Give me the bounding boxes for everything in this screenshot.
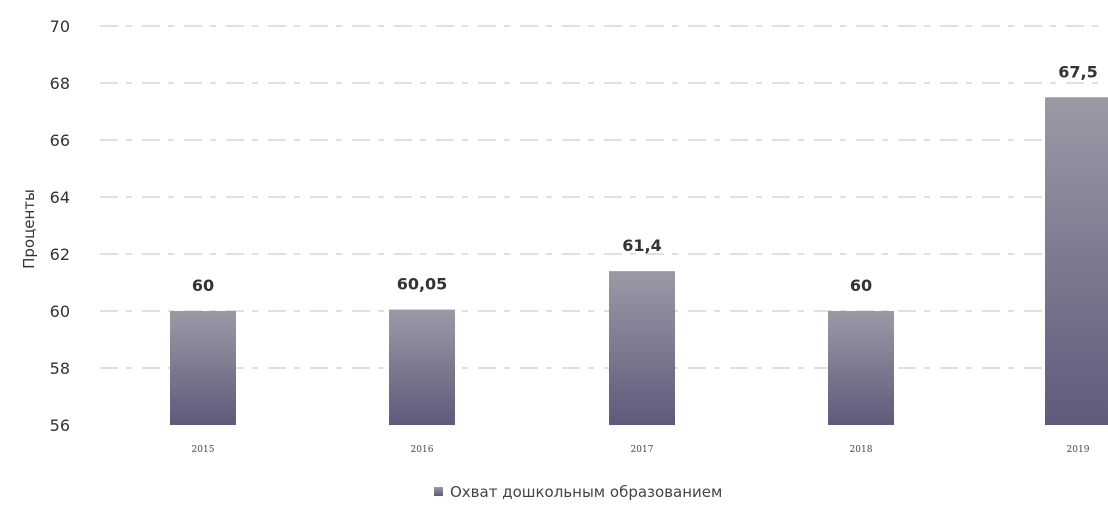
data-labels: 60 60,05 61,4 60 67,5 <box>192 62 1098 295</box>
data-label: 60 <box>850 276 872 295</box>
legend-label: Охват дошкольным образованием <box>450 483 722 501</box>
y-tick-label: 58 <box>50 359 70 378</box>
data-label: 60,05 <box>397 275 448 294</box>
legend: Охват дошкольным образованием <box>434 483 722 501</box>
y-axis-title: Проценты <box>20 189 38 269</box>
y-tick-label: 70 <box>50 17 70 36</box>
x-axis-ticks: 2015 2016 2017 2018 2019 <box>192 445 1090 455</box>
bar <box>389 309 455 425</box>
x-tick-label: 2016 <box>411 445 434 455</box>
y-tick-label: 64 <box>50 188 70 207</box>
bar <box>1045 97 1108 425</box>
data-label: 60 <box>192 276 214 295</box>
data-label: 67,5 <box>1058 62 1097 81</box>
x-tick-label: 2019 <box>1067 445 1090 455</box>
y-tick-label: 60 <box>50 302 70 321</box>
legend-swatch <box>434 487 443 496</box>
bars <box>170 97 1108 425</box>
y-axis-ticks: 56 58 60 62 64 66 68 70 <box>50 17 70 435</box>
x-tick-label: 2018 <box>850 445 873 455</box>
y-tick-label: 66 <box>50 131 70 150</box>
bar <box>828 311 894 425</box>
x-tick-label: 2017 <box>631 445 654 455</box>
y-tick-label: 68 <box>50 74 70 93</box>
x-tick-label: 2015 <box>192 445 215 455</box>
y-tick-label: 62 <box>50 245 70 264</box>
bar <box>609 271 675 425</box>
data-label: 61,4 <box>622 236 661 255</box>
gridlines <box>100 25 1104 369</box>
bar <box>170 311 236 425</box>
y-tick-label: 56 <box>50 416 70 435</box>
